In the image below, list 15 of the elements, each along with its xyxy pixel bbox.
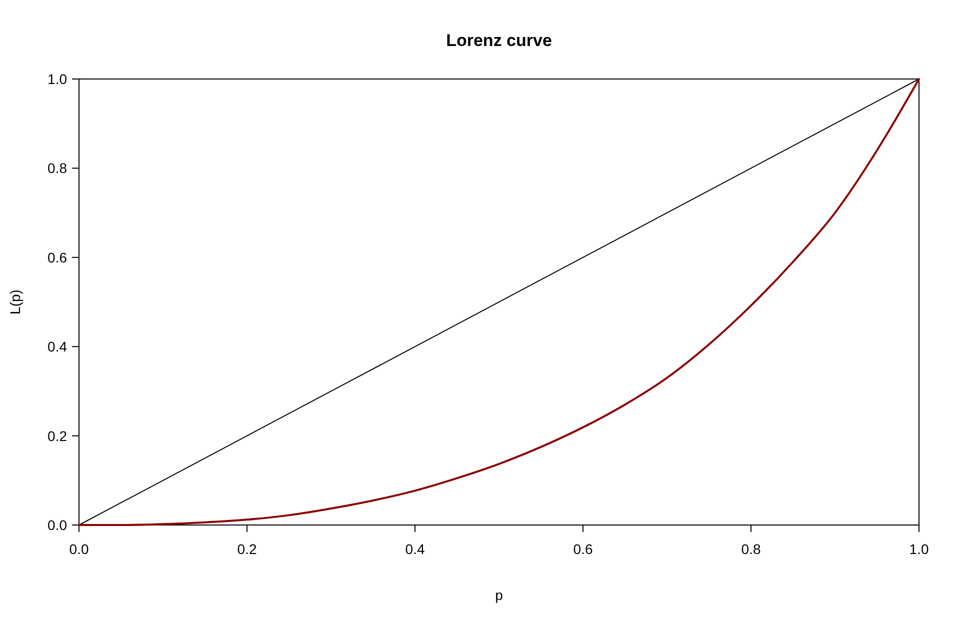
y-axis-title: L(p) bbox=[7, 290, 23, 314]
y-tick-label: 1.0 bbox=[48, 71, 68, 87]
x-tick-label: 0.2 bbox=[237, 541, 257, 557]
x-tick-label: 0.6 bbox=[573, 541, 593, 557]
y-tick-label: 0.0 bbox=[48, 517, 68, 533]
y-tick-label: 0.6 bbox=[48, 249, 68, 266]
x-tick-label: 0.0 bbox=[69, 541, 89, 557]
x-tick-label: 0.4 bbox=[405, 541, 425, 557]
chart-title: Lorenz curve bbox=[446, 31, 552, 50]
y-tick-label: 0.2 bbox=[48, 428, 68, 444]
y-tick-label: 0.4 bbox=[48, 338, 68, 355]
y-tick-label: 0.8 bbox=[48, 160, 68, 176]
x-tick-label: 0.8 bbox=[741, 541, 761, 557]
x-tick-label: 1.0 bbox=[909, 541, 929, 557]
x-axis-title: p bbox=[495, 587, 504, 603]
